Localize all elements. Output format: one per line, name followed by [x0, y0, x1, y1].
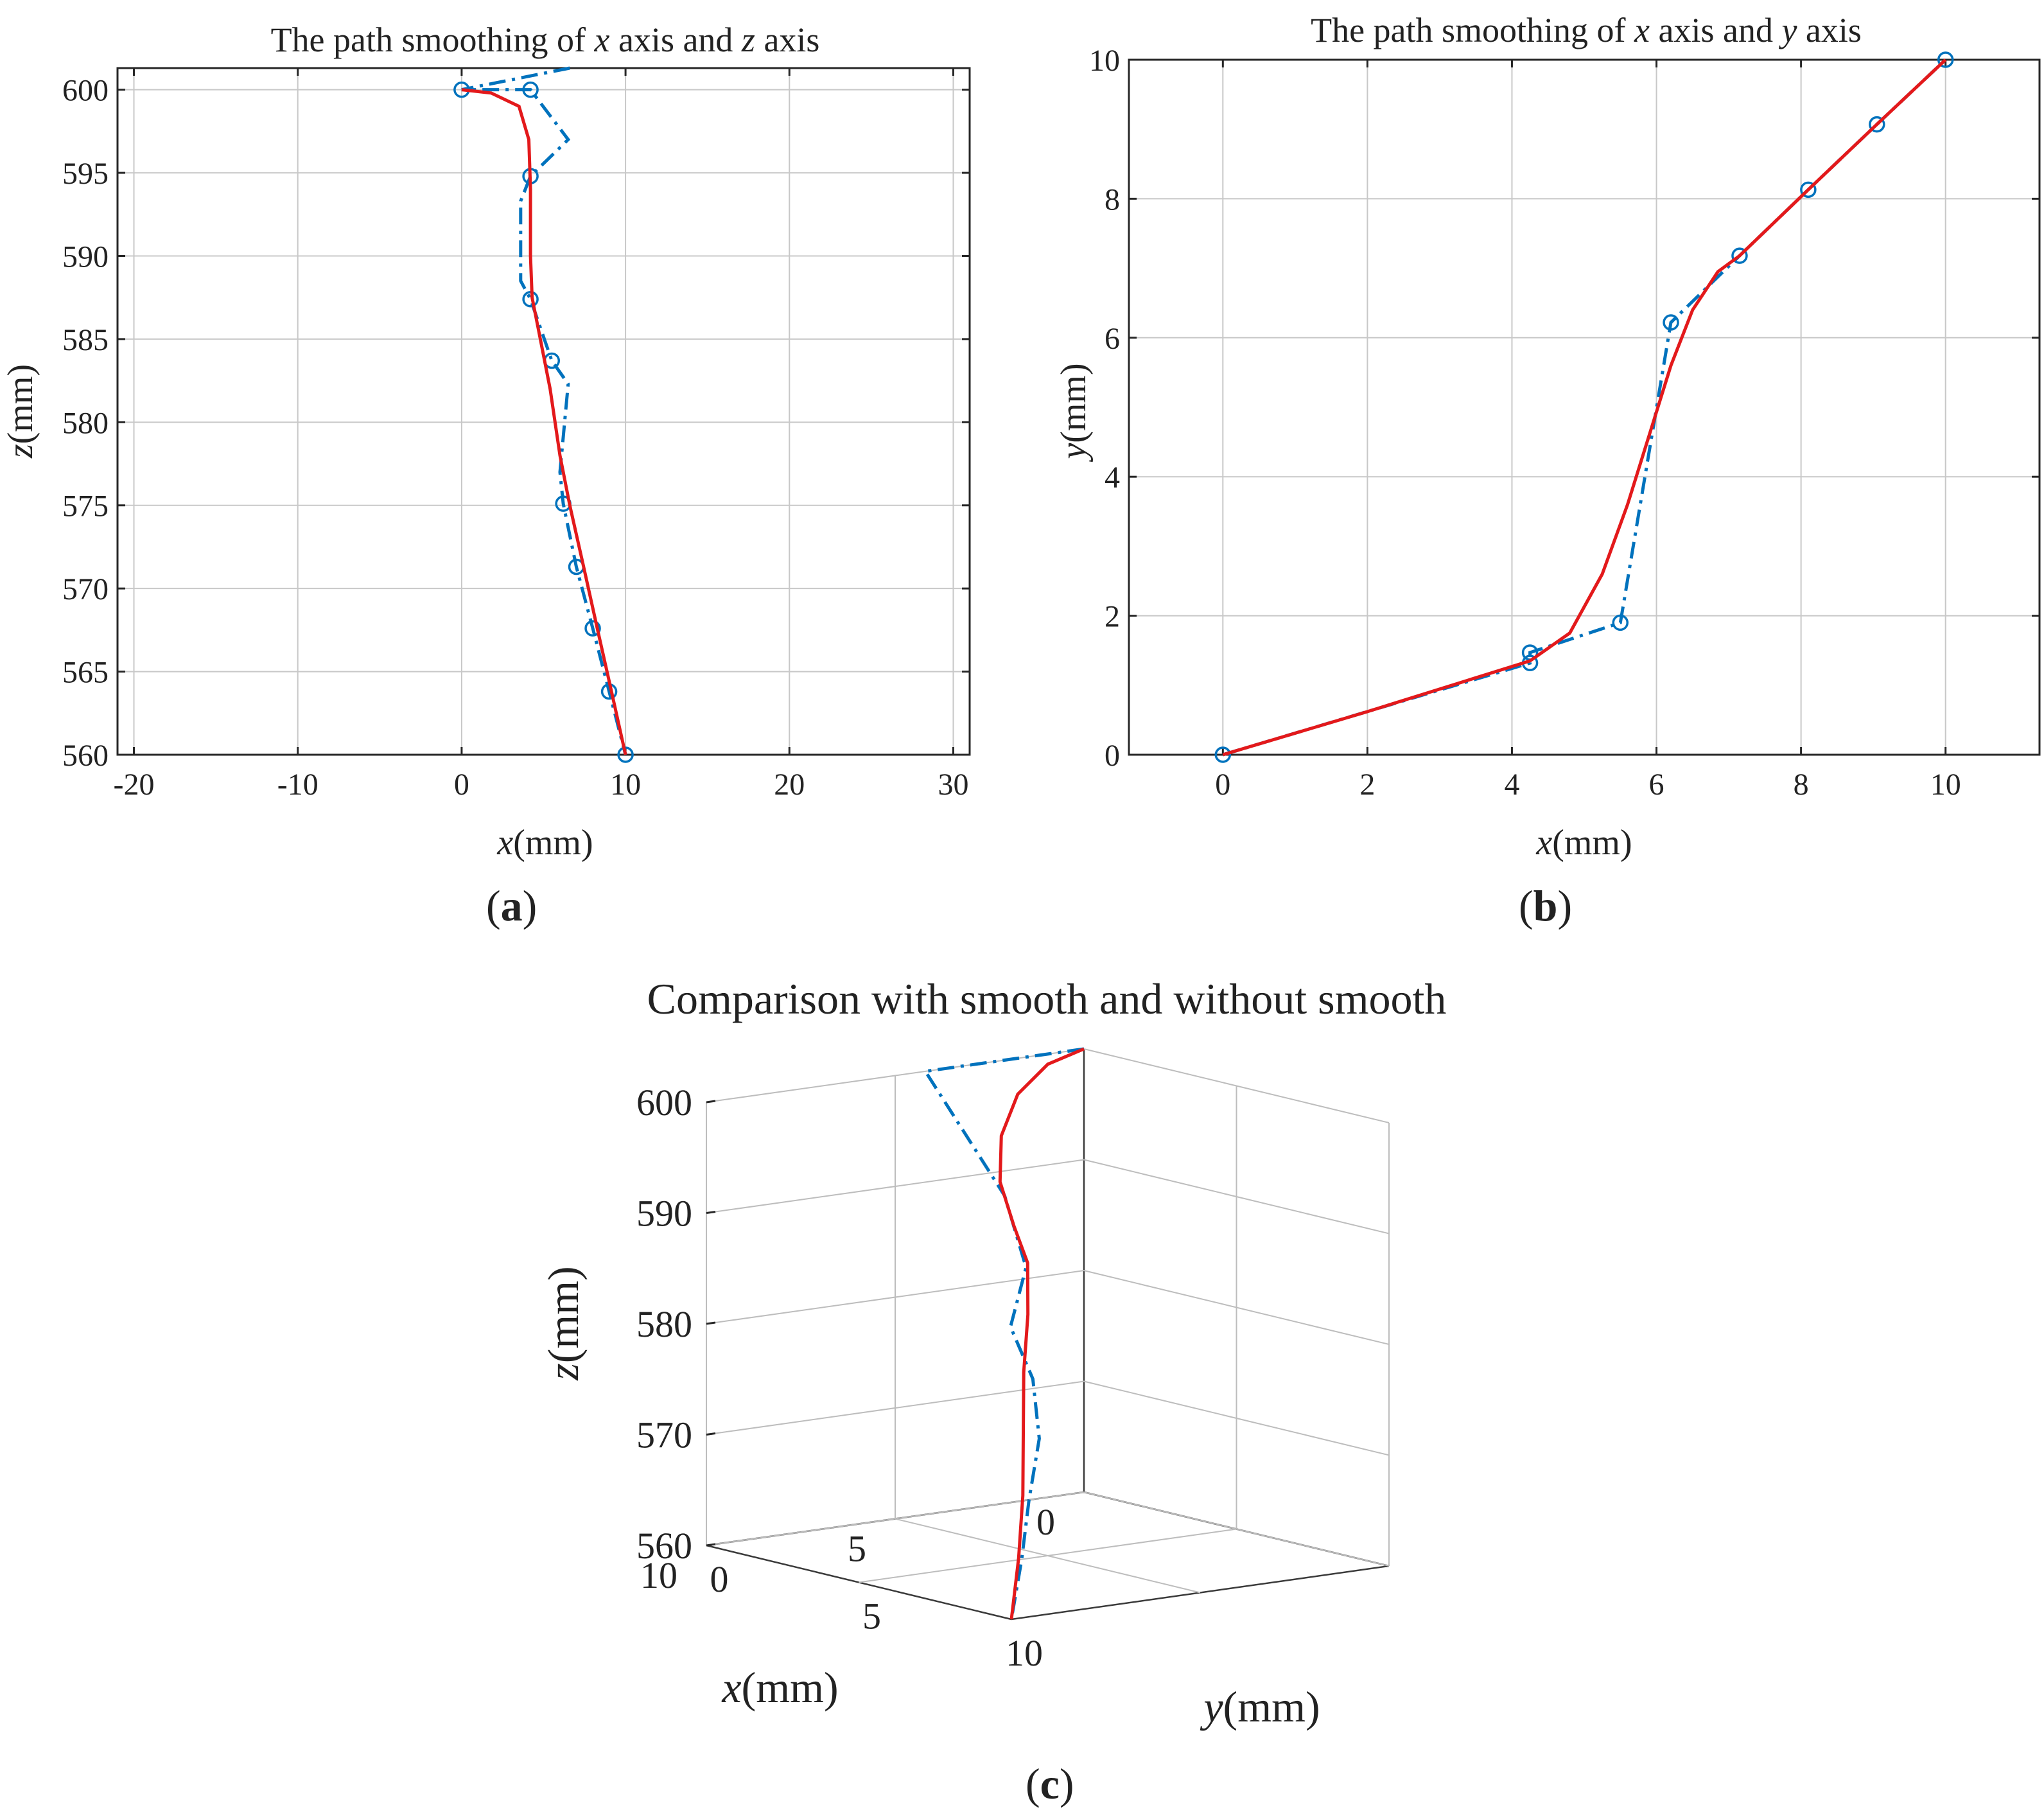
chart-a-y-tick-label: 595 — [62, 157, 109, 191]
chart-c-wall-grid-z — [1083, 1270, 1390, 1345]
chart-c-z-tick-label: 560 — [636, 1525, 692, 1567]
chart-a-x-tick-label: 30 — [938, 768, 968, 802]
chart-b-y-axis-label: y(mm) — [1054, 363, 1094, 462]
chart-b-x-tick-label: 10 — [1930, 768, 1961, 802]
chart-c-wall-grid-z — [706, 1159, 1085, 1214]
chart-c-data — [922, 1047, 1085, 1620]
chart-c-z-tick-label: 570 — [636, 1414, 692, 1456]
chart-b-point-marker — [1800, 181, 1817, 198]
chart-c-z-tick-mark — [706, 1211, 716, 1214]
chart-b-point-marker — [1869, 116, 1885, 133]
chart-a-point-marker — [584, 620, 601, 637]
chart-c-x-tick-label: 0 — [1036, 1501, 1055, 1543]
panel-label-b: (b) — [1519, 881, 1572, 930]
chart-a-title: The path smoothing of x axis and z axis — [271, 21, 820, 59]
chart-a-plot-frame — [116, 67, 971, 756]
chart-a-x-tick-label: 20 — [774, 768, 805, 802]
chart-c-z-tick-mark — [706, 1432, 716, 1436]
chart-a-ticks: -20 -10 0 10 20 30 560 565 570 575 580 585 590 595 600 — [62, 68, 970, 802]
chart-c-y-tick-label: 0 — [710, 1558, 729, 1600]
chart-c: Comparison with smooth and without smoot… — [539, 974, 1446, 1808]
chart-c-wall-grid-z — [1083, 1380, 1390, 1456]
chart-c-series-smooth-path — [998, 1047, 1085, 1620]
chart-b-x-tick-label: 4 — [1504, 768, 1519, 802]
chart-b-ticks: 0 2 4 6 8 10 0 2 4 6 8 10 — [1089, 44, 2040, 802]
chart-a-y-tick-label: 570 — [62, 572, 109, 606]
chart-c-wall-grid-z — [1083, 1159, 1390, 1235]
chart-c-wall-grid-z — [706, 1270, 1085, 1324]
chart-c-y-axis-label: y(mm) — [1200, 1682, 1320, 1731]
chart-c-z-tick-mark — [706, 1543, 716, 1547]
chart-a-grid — [118, 68, 970, 755]
chart-c-z-tick-mark — [706, 1100, 716, 1104]
chart-c-x-tick-label: 10 — [640, 1554, 677, 1596]
chart-b-y-tick-label: 0 — [1105, 739, 1120, 773]
chart-b-grid — [1129, 59, 2040, 755]
chart-c-z-tick-label: 600 — [636, 1082, 692, 1123]
chart-a-x-tick-label: -10 — [277, 768, 319, 802]
chart-b-y-tick-label: 8 — [1105, 182, 1120, 216]
chart-c-y-tick-label: 5 — [862, 1596, 881, 1637]
chart-c-z-tick-label: 580 — [636, 1303, 692, 1345]
chart-a-x-tick-label: 0 — [454, 768, 469, 802]
chart-a-y-tick-label: 565 — [62, 656, 109, 690]
chart-c-title: Comparison with smooth and without smoot… — [647, 974, 1447, 1023]
chart-a-x-axis-label: x(mm) — [496, 823, 593, 863]
chart-a-y-axis-label: z(mm) — [1, 364, 40, 459]
chart-a-series-raw-path — [461, 66, 627, 755]
chart-b-point-marker — [1663, 314, 1679, 331]
chart-c-wall-grid-z — [706, 1380, 1085, 1436]
chart-a-y-tick-label: 600 — [62, 74, 109, 108]
chart-c-x-tick-label: 5 — [848, 1528, 866, 1570]
chart-b-x-tick-label: 0 — [1215, 768, 1230, 802]
chart-a-x-tick-label: -20 — [114, 768, 155, 802]
chart-a-y-tick-label: 560 — [62, 739, 109, 773]
chart-b-x-tick-label: 2 — [1359, 768, 1375, 802]
chart-b-point-marker — [1731, 247, 1748, 264]
chart-b-y-tick-label: 6 — [1105, 322, 1120, 356]
chart-b-series-smooth-path — [1222, 58, 1947, 757]
chart-b-y-tick-label: 2 — [1105, 600, 1120, 634]
chart-b-plot-frame — [1128, 58, 2041, 756]
chart-b: The path smoothing of x axis and y axis … — [1054, 11, 2041, 930]
chart-c-wall-grid-z — [706, 1048, 1085, 1103]
chart-a: The path smoothing of x axis and z axis … — [1, 21, 971, 930]
chart-c-x-axis-label: x(mm) — [721, 1663, 838, 1712]
chart-c-wall-grid-z — [1083, 1491, 1390, 1567]
chart-b-y-tick-label: 10 — [1089, 44, 1120, 78]
chart-c-y-tick-label: 10 — [1006, 1632, 1043, 1674]
panel-label-c: (c) — [1026, 1759, 1074, 1808]
chart-a-series-smooth-path — [461, 88, 627, 755]
chart-c-z-axis-label: z(mm) — [539, 1266, 588, 1381]
chart-a-y-tick-label: 580 — [62, 406, 109, 440]
chart-b-x-axis-label: x(mm) — [1535, 823, 1632, 863]
chart-a-x-tick-label: 10 — [610, 768, 641, 802]
chart-b-x-tick-label: 8 — [1794, 768, 1809, 802]
chart-c-series-raw-path — [922, 1047, 1085, 1620]
chart-b-y-tick-label: 4 — [1105, 461, 1120, 495]
chart-b-data — [1214, 51, 1954, 763]
chart-a-y-tick-label: 590 — [62, 240, 109, 274]
chart-b-title: The path smoothing of x axis and y axis — [1311, 11, 1862, 49]
chart-c-ticks: 560 570 580 590 600 0 5 10 0 5 10 — [636, 1082, 1055, 1674]
chart-c-z-tick-label: 590 — [636, 1193, 692, 1235]
chart-c-wall-grid-z — [1083, 1048, 1390, 1123]
chart-b-x-tick-label: 6 — [1649, 768, 1664, 802]
chart-a-point-marker — [522, 81, 539, 98]
chart-c-z-tick-mark — [706, 1321, 716, 1325]
chart-c-floor-grid — [859, 1528, 1237, 1583]
chart-a-data — [453, 66, 634, 763]
chart-a-y-tick-label: 585 — [62, 323, 109, 357]
chart-b-point-marker — [1937, 51, 1954, 68]
panel-label-a: (a) — [486, 881, 537, 930]
chart-a-y-tick-label: 575 — [62, 489, 109, 523]
chart-b-point-marker — [1612, 614, 1629, 631]
chart-b-point-marker — [1214, 746, 1232, 763]
